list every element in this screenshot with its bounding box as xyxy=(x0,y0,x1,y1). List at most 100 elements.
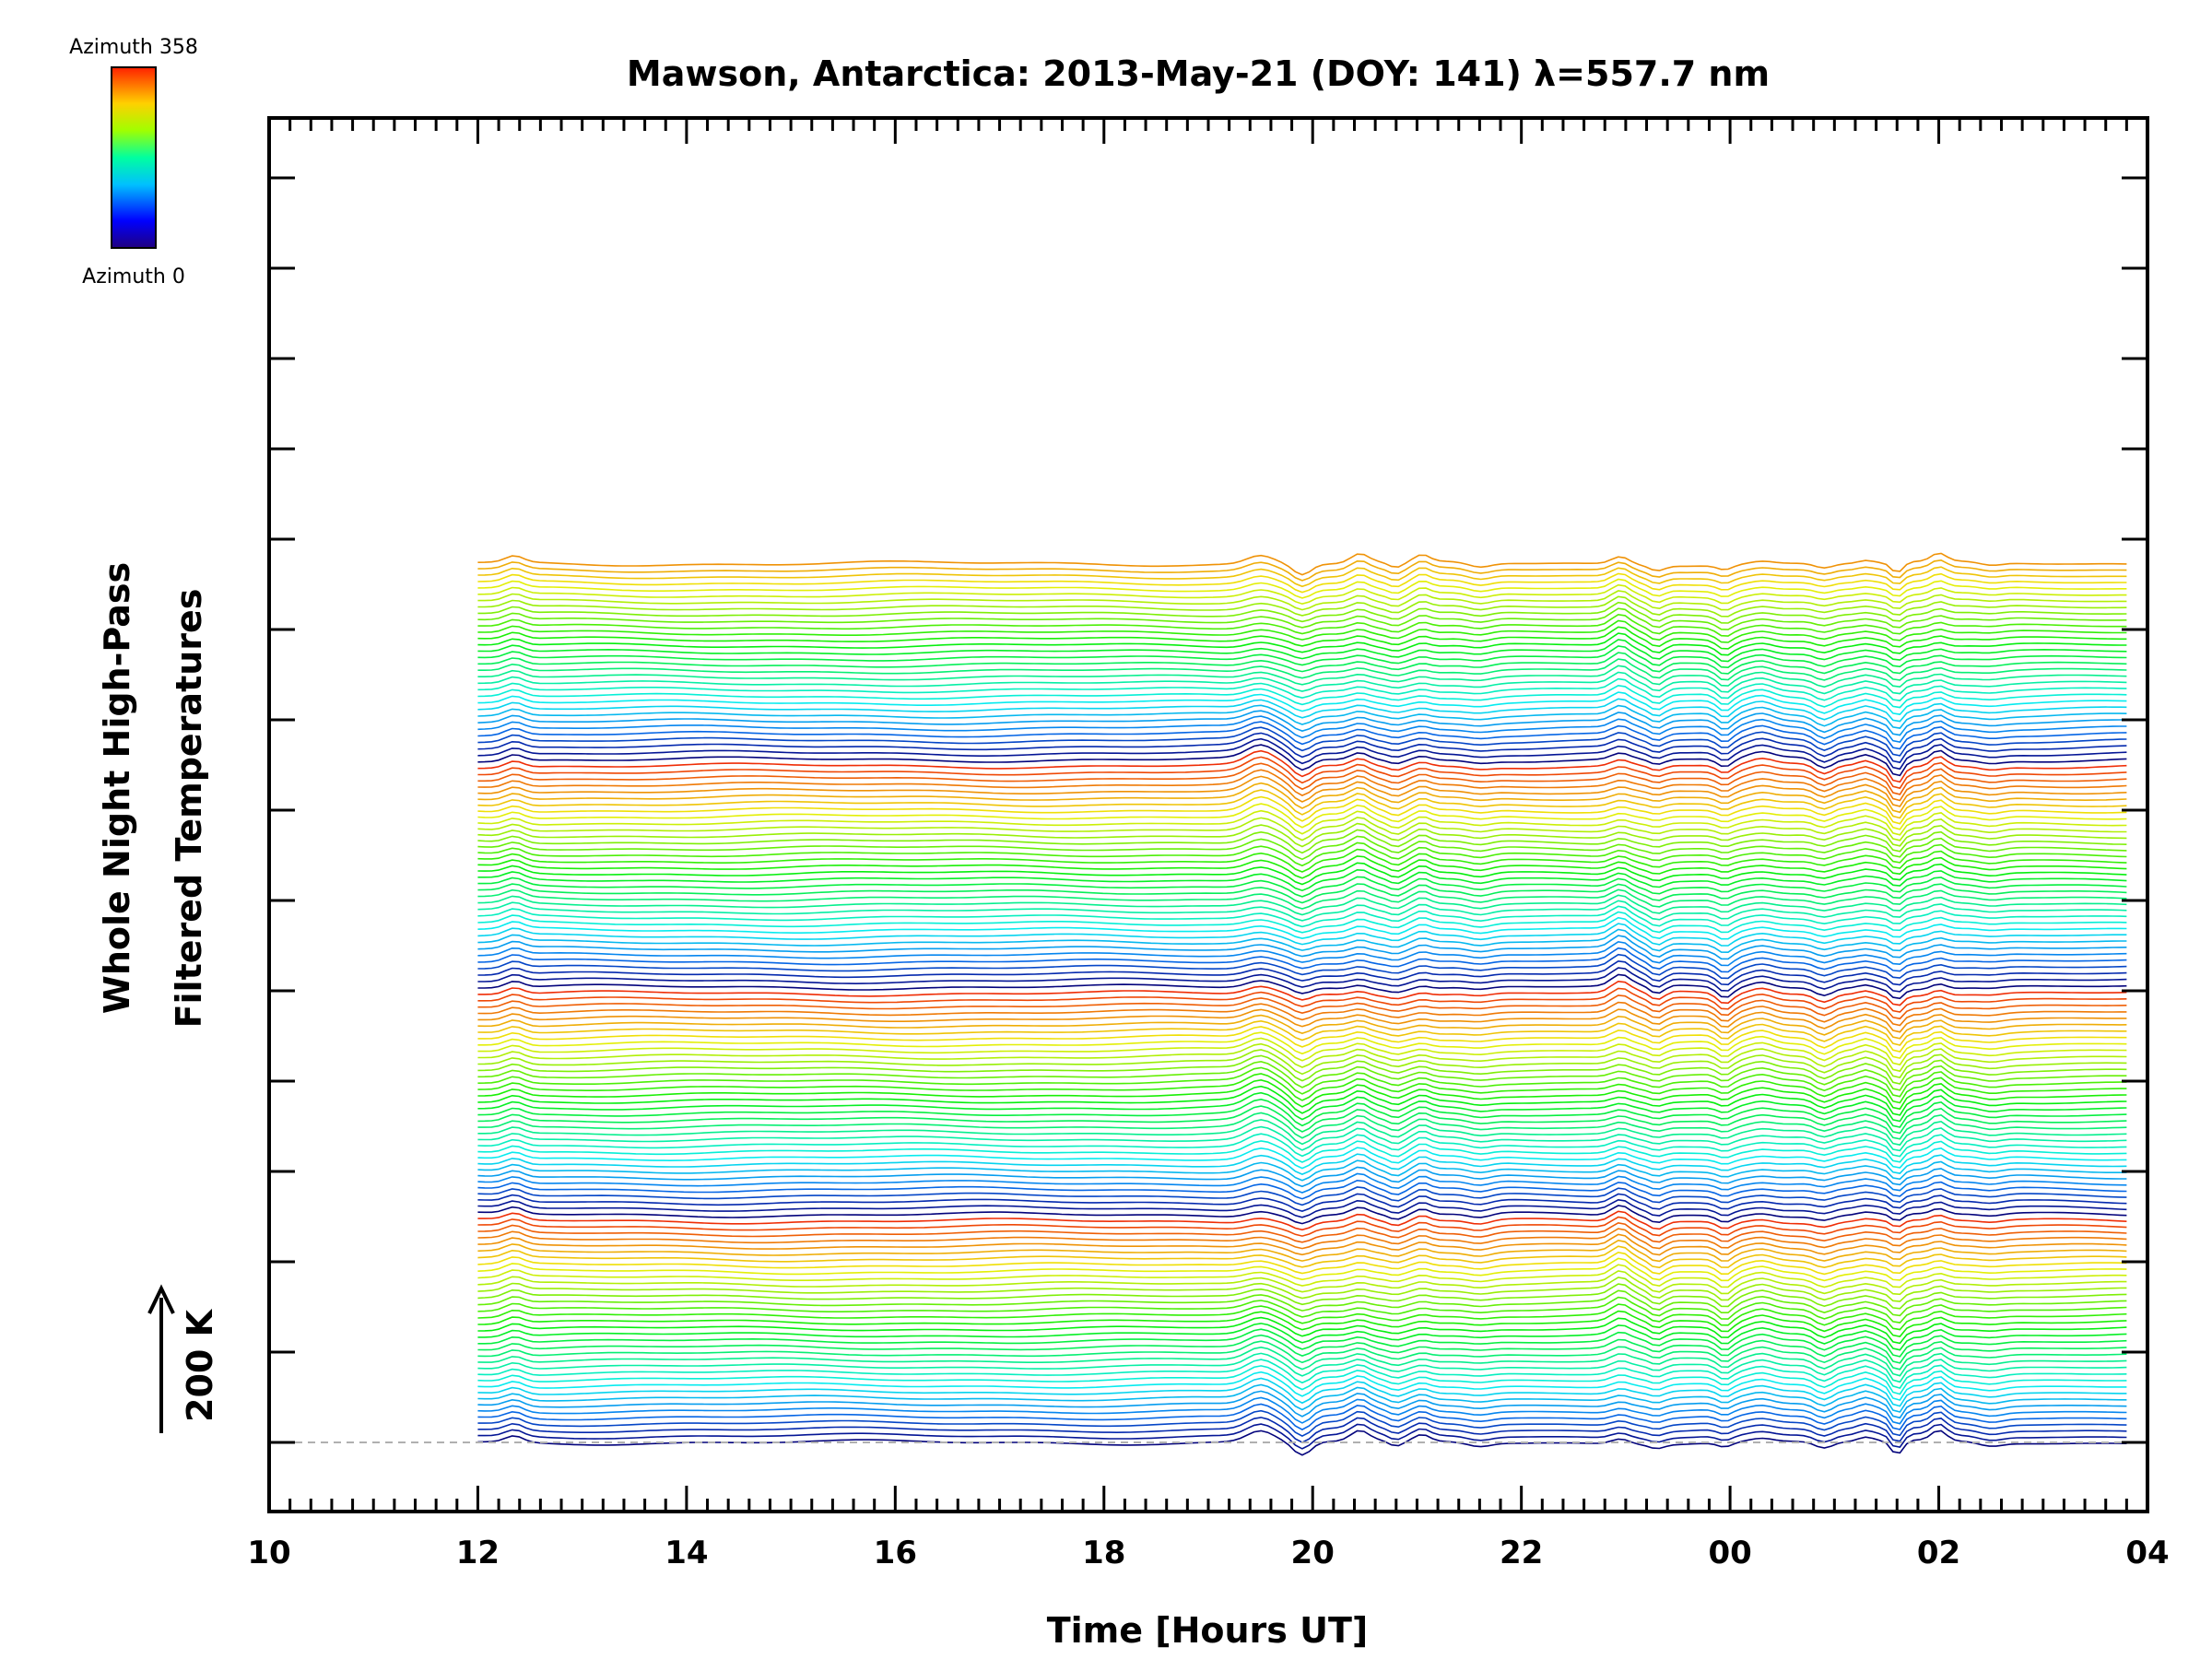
x-tick-label: 10 xyxy=(247,1535,290,1571)
x-tick-label: 20 xyxy=(1291,1535,1335,1571)
trace-line xyxy=(477,1091,2127,1123)
trace-line xyxy=(477,905,2127,928)
chart-title: Mawson, Antarctica: 2013-May-21 (DOY: 14… xyxy=(627,53,1770,94)
trace-line xyxy=(477,862,2127,886)
x-tick-label: 12 xyxy=(456,1535,500,1571)
trace-line xyxy=(477,1303,2127,1331)
trace-line xyxy=(477,888,2127,910)
trace-line xyxy=(477,883,2127,904)
trace-line xyxy=(477,1359,2127,1390)
trace-line xyxy=(477,1396,2127,1425)
trace-line xyxy=(477,855,2127,879)
trace-line xyxy=(477,671,2127,695)
trace-line xyxy=(477,645,2127,669)
trace-line xyxy=(477,652,2127,675)
trace-line xyxy=(477,835,2127,861)
trace-line xyxy=(477,1233,2127,1256)
trace-line xyxy=(477,1296,2127,1324)
scale-label: 200 K xyxy=(180,1308,220,1422)
trace-line xyxy=(477,775,2127,807)
trace-line xyxy=(477,803,2127,830)
trace-line xyxy=(477,715,2127,743)
trace-line xyxy=(477,795,2127,825)
trace-line xyxy=(477,698,2127,723)
trace-line xyxy=(477,947,2127,973)
x-tick-label: 14 xyxy=(665,1535,708,1571)
trace-line xyxy=(477,691,2127,715)
trace-line xyxy=(477,953,2127,980)
trace-line xyxy=(477,1119,2127,1147)
trace-line xyxy=(477,552,2127,576)
trace-line xyxy=(477,1014,2127,1040)
trace-line xyxy=(477,1340,2127,1371)
trace-line xyxy=(477,744,2127,777)
trace-line xyxy=(477,817,2127,841)
trace-line xyxy=(477,868,2127,892)
trace-line xyxy=(477,1210,2127,1231)
trace-line xyxy=(477,1049,2127,1079)
trace-line xyxy=(477,1257,2127,1282)
trace-line xyxy=(477,1328,2127,1358)
trace-line xyxy=(477,1409,2127,1438)
trace-line xyxy=(477,762,2127,795)
trace-line xyxy=(477,1310,2127,1337)
trace-line xyxy=(477,1270,2127,1296)
x-tick-label: 18 xyxy=(1082,1535,1125,1571)
x-tick-label: 00 xyxy=(1708,1535,1751,1571)
trace-line xyxy=(477,894,2127,916)
trace-line xyxy=(477,829,2127,854)
scale-indicator: 200 K xyxy=(147,1284,220,1433)
colorbar: Azimuth 358 Azimuth 0 xyxy=(69,36,198,288)
colorbar-gradient xyxy=(111,66,157,249)
trace-line xyxy=(477,1159,2127,1182)
scale-arrow-head xyxy=(147,1284,175,1314)
trace-line xyxy=(477,590,2127,611)
trace-line xyxy=(477,935,2127,960)
trace-line xyxy=(477,1228,2127,1250)
x-axis-label: Time [Hours UT] xyxy=(1047,1610,1369,1651)
x-tick-label: 16 xyxy=(874,1535,917,1571)
trace-line xyxy=(477,1323,2127,1351)
trace-line xyxy=(477,841,2127,867)
trace-line xyxy=(477,1019,2127,1046)
trace-line xyxy=(477,566,2127,588)
trace-line xyxy=(477,876,2127,898)
trace-line xyxy=(477,726,2127,757)
trace-line xyxy=(477,665,2127,688)
trace-line xyxy=(477,782,2127,814)
trace-line xyxy=(477,613,2127,637)
trace-line xyxy=(477,583,2127,606)
trace-line xyxy=(477,1179,2127,1200)
trace-line xyxy=(477,1008,2127,1033)
trace-line xyxy=(477,1198,2127,1218)
trace-line xyxy=(477,1403,2127,1431)
trace-line xyxy=(477,1098,2127,1128)
trace-line xyxy=(477,572,2127,594)
trace-line xyxy=(477,677,2127,701)
trace-line xyxy=(477,1037,2127,1066)
trace-line xyxy=(477,1066,2127,1098)
trace-line xyxy=(477,1140,2127,1163)
trace-line xyxy=(477,1239,2127,1263)
trace-line xyxy=(477,1042,2127,1073)
trace-line xyxy=(477,1316,2127,1345)
trace-line xyxy=(477,1193,2127,1212)
trace-line xyxy=(477,1216,2127,1237)
trace-line xyxy=(477,900,2127,922)
trace-line xyxy=(477,916,2127,940)
trace-line xyxy=(477,973,2127,1000)
trace-line xyxy=(477,967,2127,993)
trace-line xyxy=(477,1352,2127,1383)
trace-line xyxy=(477,595,2127,618)
trace-line xyxy=(477,1147,2127,1170)
axes: 10 12 14 16 18 20 22 00 02 04 xyxy=(247,116,2170,1571)
trace-line xyxy=(477,1289,2127,1317)
y-axis-label-line1: Whole Night High-Pass xyxy=(97,562,137,1014)
trace-line xyxy=(477,1031,2127,1059)
trace-line xyxy=(477,1277,2127,1302)
trace-line xyxy=(477,1251,2127,1276)
trace-line xyxy=(477,601,2127,624)
trace-line xyxy=(477,959,2127,986)
trace-line xyxy=(477,1423,2127,1450)
